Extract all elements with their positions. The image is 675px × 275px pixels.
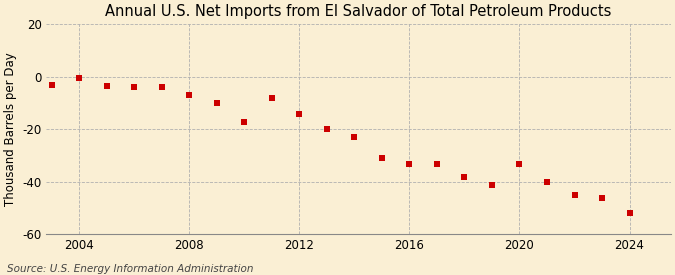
Point — [267, 96, 277, 100]
Point — [569, 193, 580, 197]
Title: Annual U.S. Net Imports from El Salvador of Total Petroleum Products: Annual U.S. Net Imports from El Salvador… — [105, 4, 612, 19]
Point — [514, 161, 525, 166]
Point — [624, 211, 635, 216]
Point — [239, 119, 250, 124]
Point — [211, 101, 222, 105]
Point — [101, 84, 112, 88]
Point — [157, 85, 167, 90]
Point — [349, 135, 360, 139]
Point — [377, 156, 387, 161]
Point — [321, 127, 332, 132]
Point — [129, 85, 140, 90]
Point — [184, 93, 194, 98]
Point — [597, 196, 608, 200]
Point — [459, 175, 470, 179]
Point — [47, 83, 57, 87]
Text: Source: U.S. Energy Information Administration: Source: U.S. Energy Information Administ… — [7, 264, 253, 274]
Point — [404, 161, 415, 166]
Y-axis label: Thousand Barrels per Day: Thousand Barrels per Day — [4, 53, 17, 206]
Point — [487, 182, 497, 187]
Point — [431, 161, 442, 166]
Point — [74, 76, 84, 81]
Point — [541, 180, 552, 184]
Point — [294, 112, 304, 116]
